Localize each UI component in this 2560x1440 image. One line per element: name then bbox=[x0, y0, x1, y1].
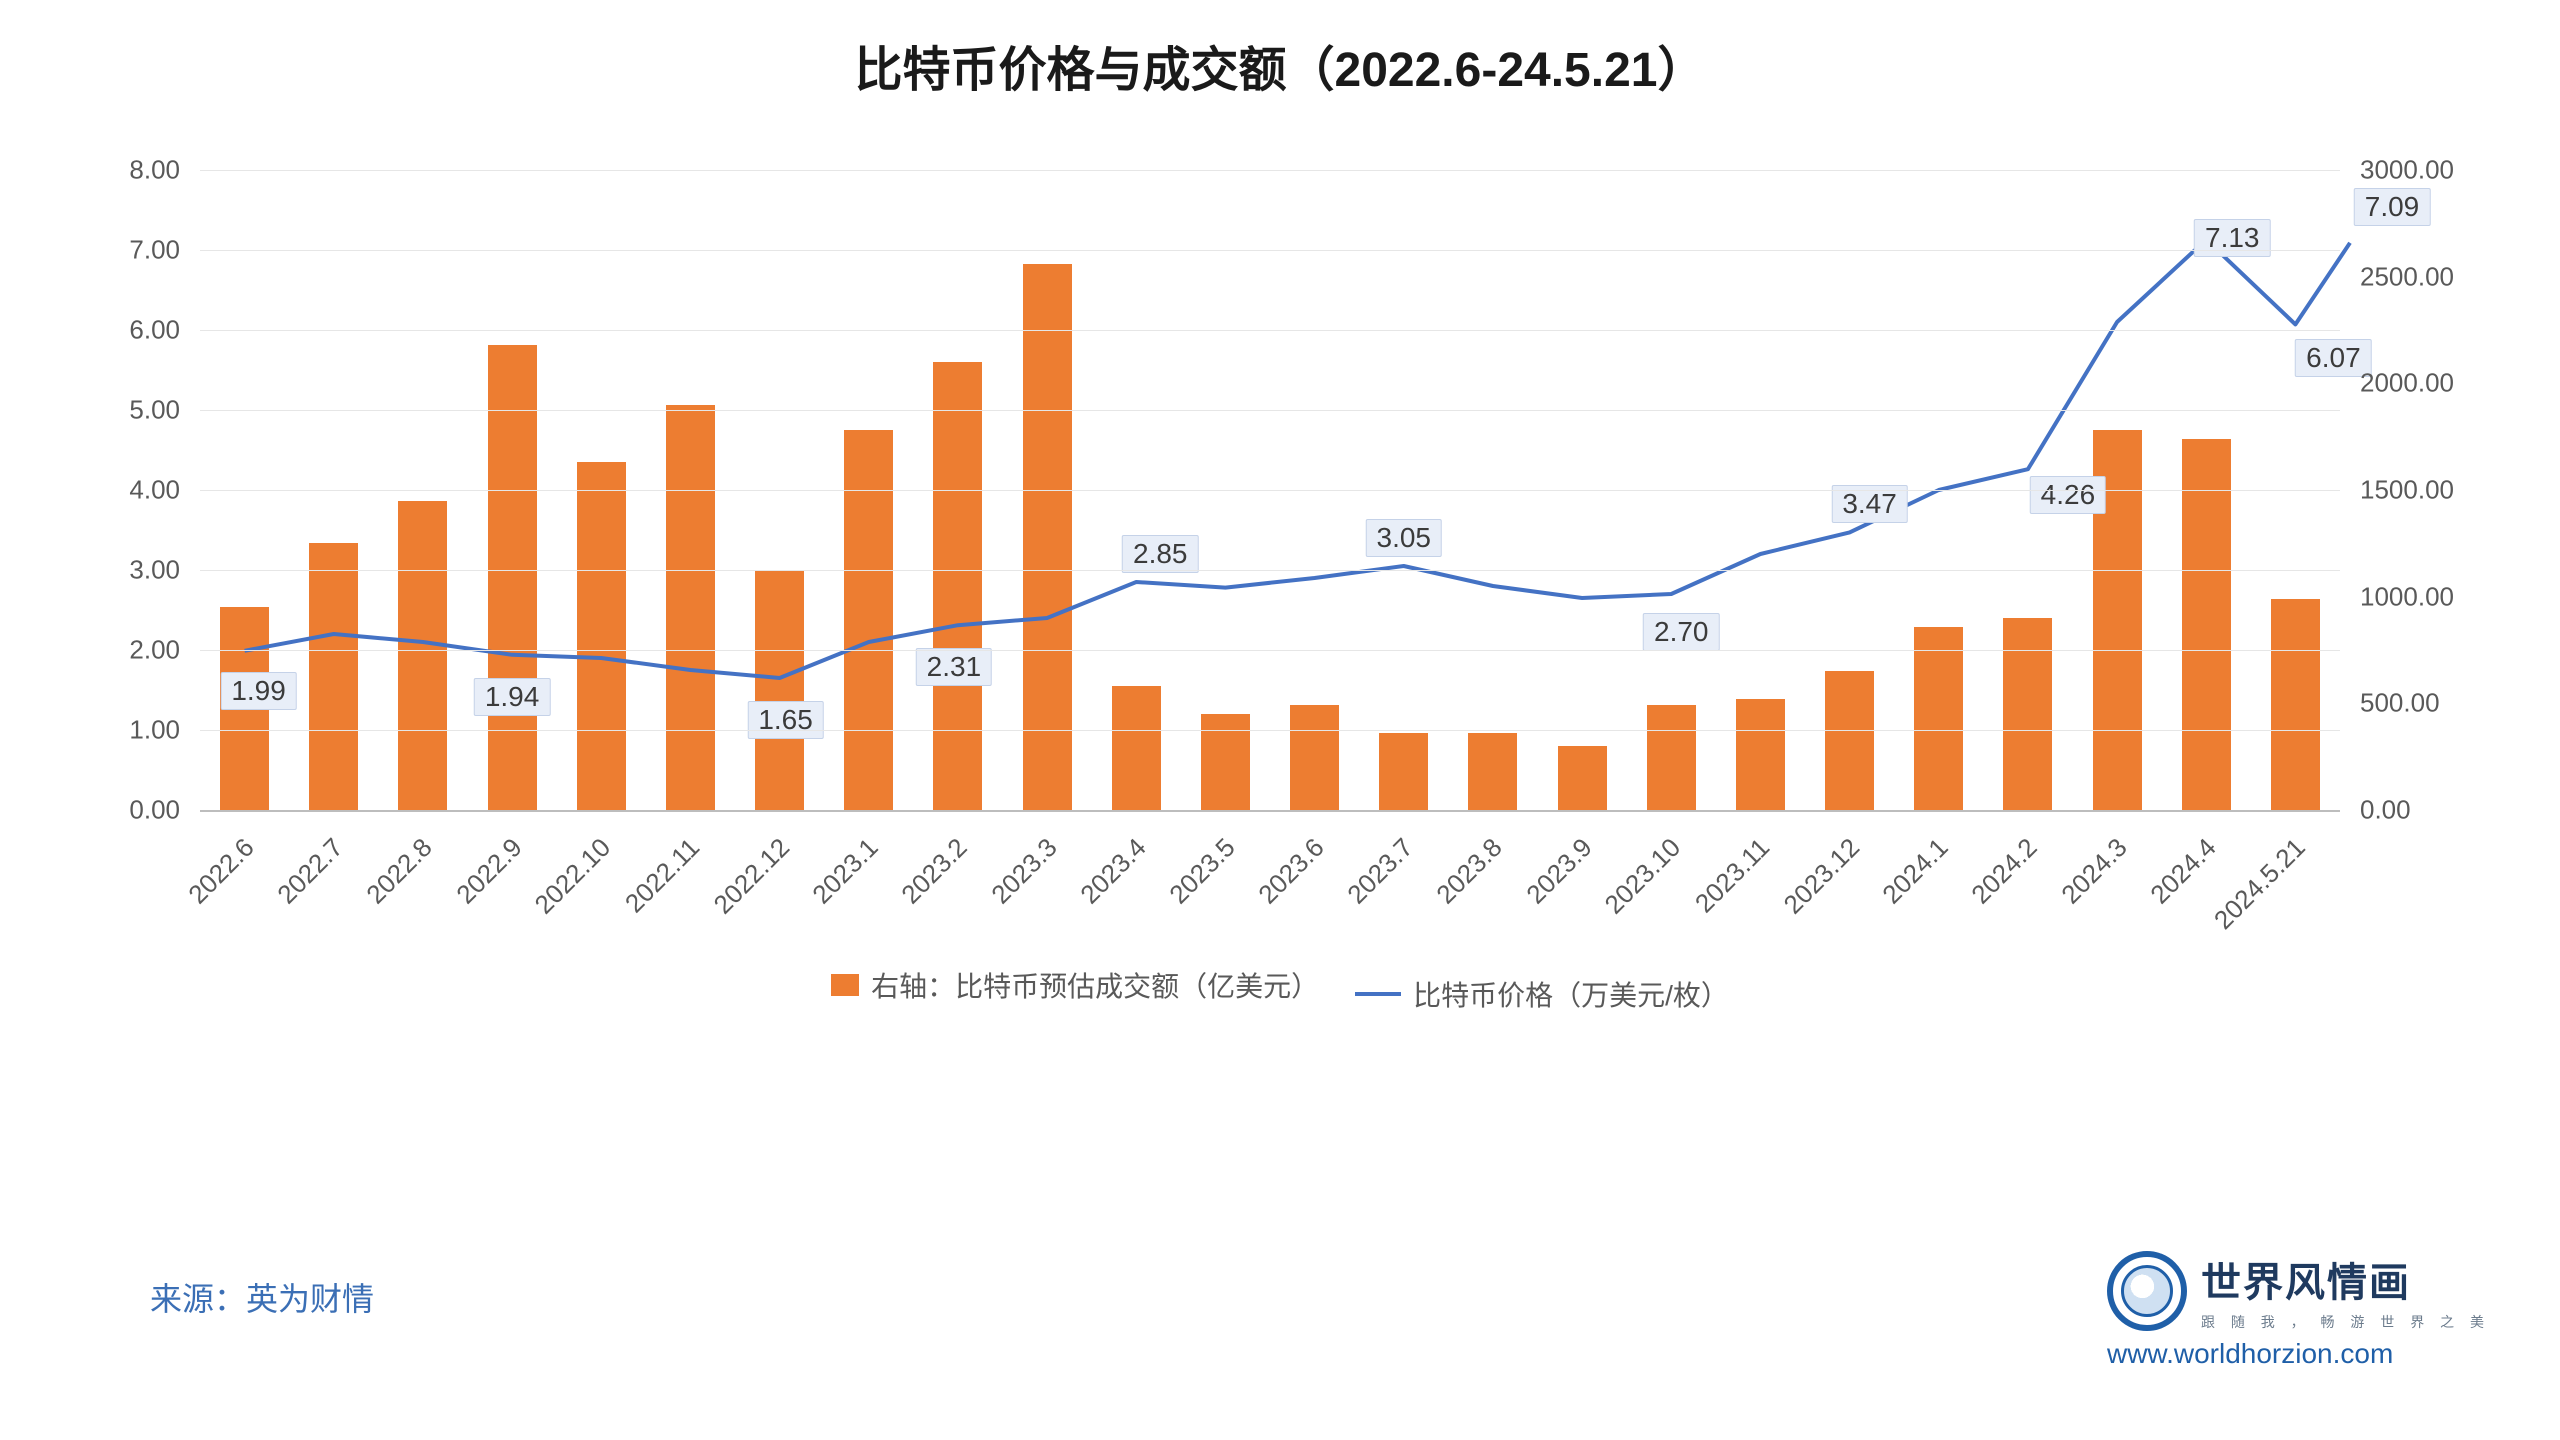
y-axis-left: 0.001.002.003.004.005.006.007.008.00 bbox=[80, 170, 190, 810]
page: 比特币价格与成交额（2022.6-24.5.21） 0.00 1.00 2.00 3.… bbox=[0, 0, 2560, 1440]
x-tick-label: 2022.8 bbox=[361, 832, 439, 910]
line-data-label: 2.70 bbox=[1643, 613, 1720, 651]
x-tick-label: 2024.5.21 bbox=[2208, 832, 2312, 936]
y-right-tick: 0.00 bbox=[2360, 795, 2411, 826]
x-tick-label: 2022.11 bbox=[619, 832, 706, 919]
x-tick-label: 2023.1 bbox=[807, 832, 885, 910]
y-axis-right: 0.00500.001000.001500.002000.002500.0030… bbox=[2350, 170, 2480, 810]
plot-area: 1.991.941.652.312.853.052.703.474.267.13… bbox=[200, 170, 2340, 810]
line-data-label: 2.31 bbox=[916, 648, 993, 686]
x-tick-label: 2024.1 bbox=[1877, 832, 1955, 910]
line-data-label: 2.85 bbox=[1122, 535, 1199, 573]
x-tick-label: 2023.11 bbox=[1689, 832, 1776, 919]
y-left-tick: 6.00 bbox=[129, 315, 180, 346]
y-right-tick: 1500.00 bbox=[2360, 475, 2454, 506]
line-data-label: 1.99 bbox=[220, 672, 297, 710]
chart-title: 比特币价格与成交额（2022.6-24.5.21） bbox=[0, 30, 2560, 100]
x-tick-label: 2022.10 bbox=[529, 832, 617, 920]
y-right-tick: 1000.00 bbox=[2360, 581, 2454, 612]
line-data-label: 3.47 bbox=[1831, 485, 1908, 523]
legend-label: 右轴：比特币预估成交额（亿美元） bbox=[871, 965, 1319, 1005]
y-left-tick: 0.00 bbox=[129, 795, 180, 826]
legend-swatch-bar bbox=[831, 974, 859, 996]
y-left-tick: 4.00 bbox=[129, 475, 180, 506]
legend-item: 比特币价格（万美元/枚） bbox=[1355, 974, 1729, 1014]
x-tick-label: 2022.9 bbox=[450, 832, 528, 910]
legend-item: 右轴：比特币预估成交额（亿美元） bbox=[831, 965, 1319, 1005]
y-right-tick: 2500.00 bbox=[2360, 261, 2454, 292]
y-right-tick: 3000.00 bbox=[2360, 155, 2454, 186]
x-tick-label: 2022.7 bbox=[272, 832, 350, 910]
x-tick-label: 2023.10 bbox=[1599, 832, 1687, 920]
source-text: 来源：英为财情 bbox=[150, 1274, 374, 1320]
line-data-label: 1.94 bbox=[474, 678, 551, 716]
y-right-tick: 2000.00 bbox=[2360, 368, 2454, 399]
source-label: 来源：英为财情 bbox=[150, 1281, 374, 1317]
x-tick-label: 2023.2 bbox=[896, 832, 974, 910]
x-tick-label: 2023.3 bbox=[985, 832, 1063, 910]
x-tick-label: 2022.6 bbox=[182, 832, 260, 910]
x-axis-labels: 2022.62022.72022.82022.92022.102022.1120… bbox=[200, 820, 2340, 930]
chart-area: 0.001.002.003.004.005.006.007.008.00 1.9… bbox=[80, 170, 2480, 930]
price-line bbox=[245, 240, 2350, 678]
brand-text: 世界风情画 跟 随 我 ， 畅 游 世 界 之 美 bbox=[2201, 1250, 2490, 1332]
gridline bbox=[200, 410, 2340, 411]
x-tick-label: 2023.7 bbox=[1342, 832, 1420, 910]
gridline bbox=[200, 650, 2340, 651]
gridline bbox=[200, 570, 2340, 571]
brand-subtitle: 跟 随 我 ， 畅 游 世 界 之 美 bbox=[2201, 1312, 2490, 1332]
x-tick-label: 2024.2 bbox=[1966, 832, 2044, 910]
y-left-tick: 8.00 bbox=[129, 155, 180, 186]
chart-title-text: 比特币价格与成交额（2022.6-24.5.21） bbox=[855, 44, 1706, 97]
x-tick-label: 2023.12 bbox=[1777, 832, 1865, 920]
line-data-label: 1.65 bbox=[747, 701, 824, 739]
legend: 右轴：比特币预估成交额（亿美元） 比特币价格（万美元/枚） bbox=[0, 965, 2560, 1014]
brand-block: 世界风情画 跟 随 我 ， 畅 游 世 界 之 美 www.worldhorzi… bbox=[2107, 1250, 2490, 1370]
y-left-tick: 7.00 bbox=[129, 235, 180, 266]
gridline bbox=[200, 250, 2340, 251]
y-left-tick: 5.00 bbox=[129, 395, 180, 426]
y-left-tick: 1.00 bbox=[129, 715, 180, 746]
y-right-tick: 500.00 bbox=[2360, 688, 2440, 719]
y-left-tick: 2.00 bbox=[129, 635, 180, 666]
x-tick-label: 2023.4 bbox=[1074, 832, 1152, 910]
brand-row: 世界风情画 跟 随 我 ， 畅 游 世 界 之 美 bbox=[2107, 1250, 2490, 1332]
legend-label: 比特币价格（万美元/枚） bbox=[1413, 974, 1729, 1014]
gridline bbox=[200, 730, 2340, 731]
x-tick-label: 2022.12 bbox=[707, 832, 795, 920]
brand-title: 世界风情画 bbox=[2201, 1250, 2490, 1308]
gridline bbox=[200, 330, 2340, 331]
x-tick-label: 2023.6 bbox=[1252, 832, 1330, 910]
line-data-label: 3.05 bbox=[1366, 519, 1443, 557]
x-tick-label: 2023.5 bbox=[1163, 832, 1241, 910]
x-tick-label: 2023.9 bbox=[1520, 832, 1598, 910]
line-data-label: 4.26 bbox=[2030, 476, 2107, 514]
y-left-tick: 3.00 bbox=[129, 555, 180, 586]
gridline bbox=[200, 810, 2340, 812]
brand-url: www.worldhorzion.com bbox=[2107, 1338, 2490, 1370]
x-tick-label: 2023.8 bbox=[1431, 832, 1509, 910]
globe-icon bbox=[2107, 1251, 2187, 1331]
gridline bbox=[200, 170, 2340, 171]
legend-swatch-line bbox=[1355, 992, 1401, 996]
x-tick-label: 2024.4 bbox=[2144, 832, 2222, 910]
x-tick-label: 2024.3 bbox=[2055, 832, 2133, 910]
gridline bbox=[200, 490, 2340, 491]
